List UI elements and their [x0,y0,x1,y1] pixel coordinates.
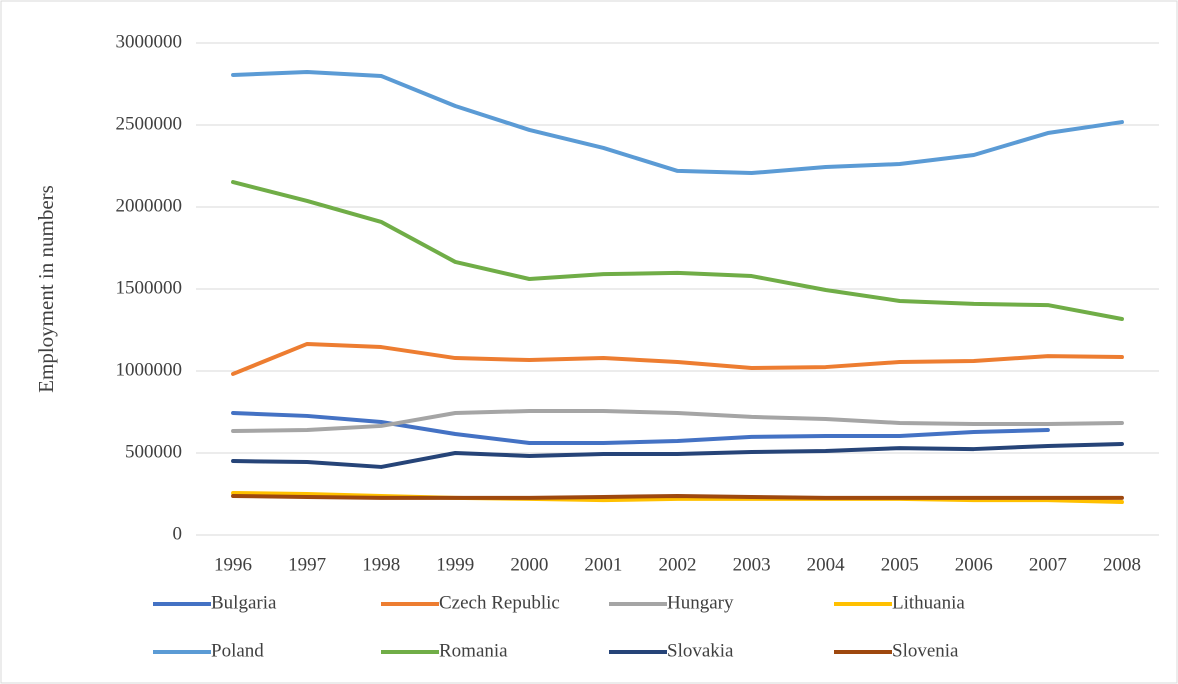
x-tick-label: 1997 [288,554,326,575]
y-tick-label: 2000000 [116,195,183,216]
x-tick-label: 2002 [659,554,697,575]
line-series [231,180,1124,322]
line-series [231,493,1124,500]
legend-label: Slovakia [667,640,734,661]
y-tick-label: 3000000 [116,31,183,52]
legend-label: Lithuania [892,592,965,613]
y-tick-label: 1000000 [116,359,183,380]
x-tick-label: 2008 [1103,554,1141,575]
legend-label: Hungary [667,592,734,613]
x-tick-label: 2001 [584,554,622,575]
x-tick-label: 2003 [733,554,771,575]
legend-label: Czech Republic [439,592,560,613]
legend-label: Poland [211,640,264,661]
line-series [231,409,1124,434]
legend-label: Slovenia [892,640,959,661]
y-tick-label: 500000 [125,441,182,462]
x-tick-label: 2004 [807,554,846,575]
y-tick-label: 1500000 [116,277,183,298]
line-series [231,410,1050,445]
y-tick-label: 0 [173,523,183,544]
x-tick-label: 2000 [510,554,548,575]
line-series [231,441,1124,469]
x-tick-label: 2007 [1029,554,1067,575]
x-tick-label: 2006 [955,554,993,575]
x-tick-label: 2005 [881,554,919,575]
x-tick-label: 1996 [214,554,252,575]
x-tick-label: 1998 [362,554,400,575]
line-series [231,341,1124,376]
legend-label: Bulgaria [211,592,277,613]
line-series [231,70,1124,176]
x-tick-label: 1999 [436,554,474,575]
y-tick-label: 2500000 [116,113,183,134]
legend-label: Romania [439,640,508,661]
y-axis-label: Employment in numbers [34,185,58,393]
